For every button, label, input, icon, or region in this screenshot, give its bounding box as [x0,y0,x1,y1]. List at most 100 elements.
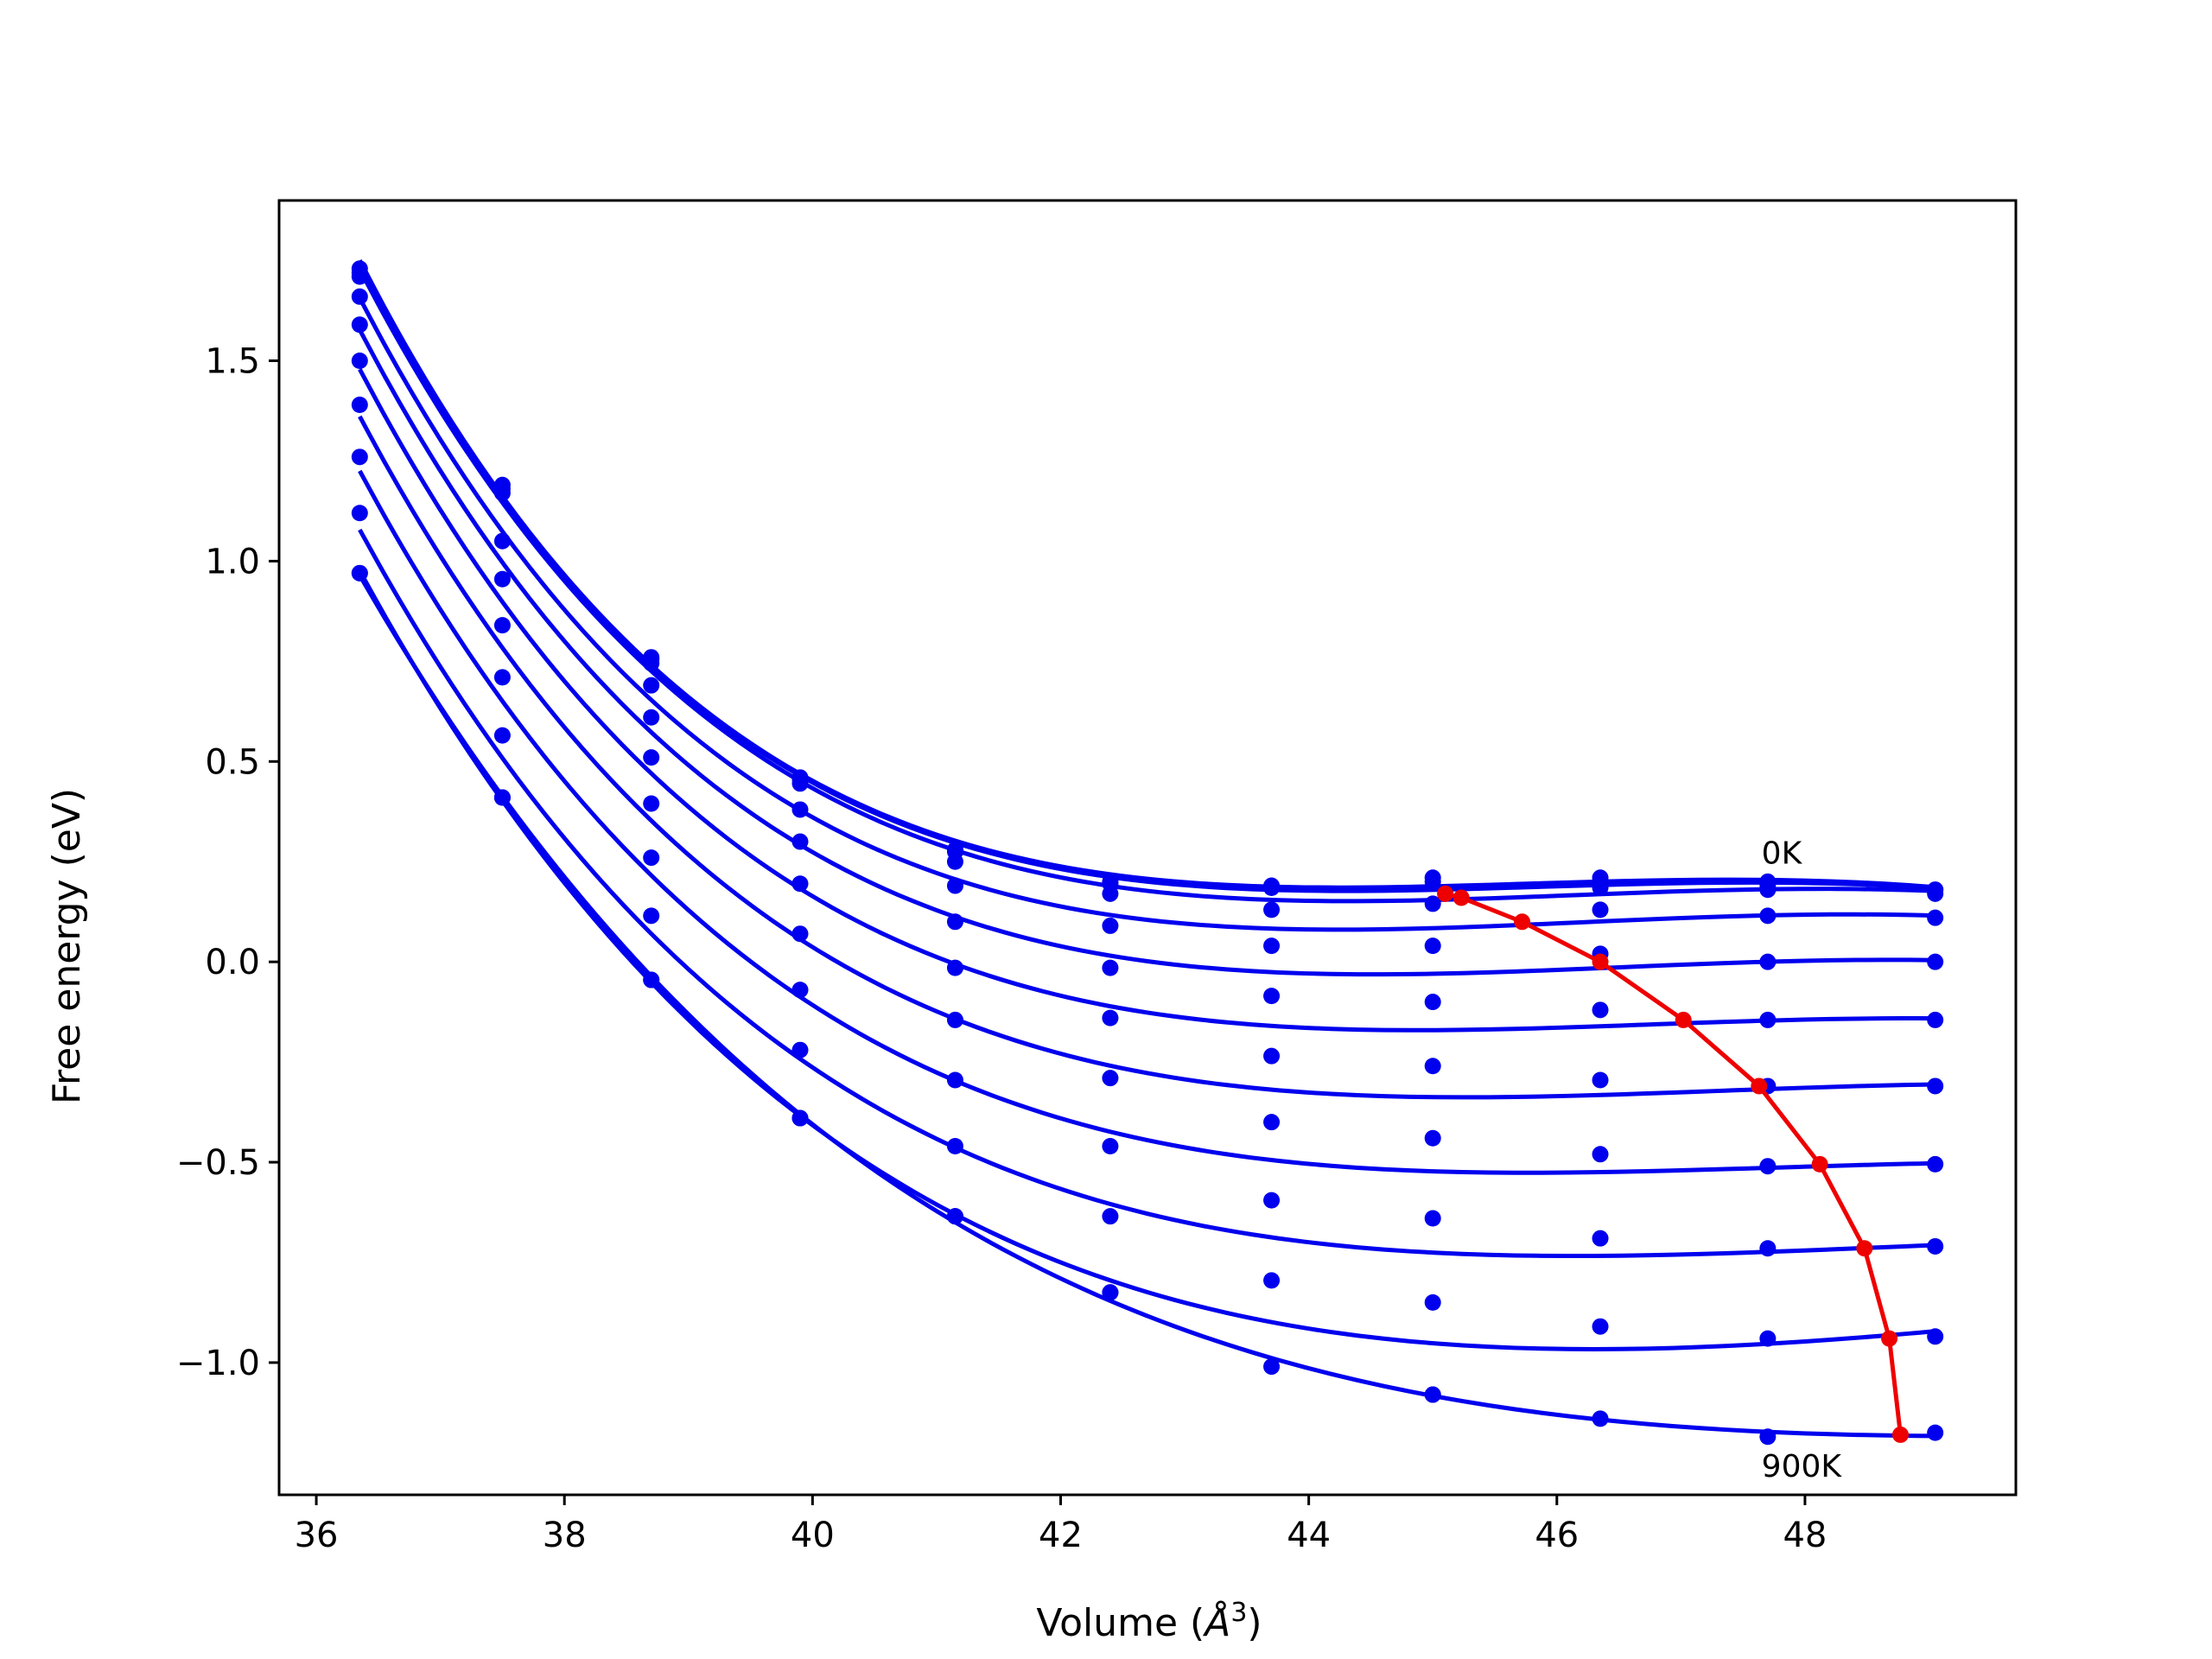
isotherm-point-4-1 [493,570,511,588]
isotherm-point-5-7 [1424,1058,1441,1075]
isotherm-point-7-3 [791,982,809,999]
isotherm-point-2-3 [791,775,809,792]
isotherm-point-2-4 [946,853,963,870]
plot-area: 0K 900K [351,259,1944,1484]
x-tick-label-1: 38 [543,1516,587,1555]
isotherm-point-9-6 [1263,1272,1281,1289]
isotherm-point-4-9 [1759,953,1777,970]
isotherm-point-10-2 [643,971,660,988]
x-tick-label-3: 42 [1039,1516,1083,1555]
isotherm-point-7-4 [946,1071,963,1089]
axis-ticks: 36 38 40 42 44 46 48 −1.0 −0.5 0.0 0.5 1.0 1.5 [176,199,2018,1555]
isotherm-point-2-2 [643,655,660,672]
isotherm-point-6-10 [1927,1077,1944,1095]
isotherm-point-6-4 [946,1011,963,1028]
isotherm-point-4-5 [1102,959,1119,976]
x-tick-label-6: 48 [1783,1516,1827,1555]
isotherm-point-7-1 [493,727,511,744]
isotherm-point-3-0 [351,288,368,305]
isotherm-point-8-0 [351,505,368,522]
isotherm-point-10-6 [1263,1358,1281,1376]
isotherm-point-10-7 [1424,1386,1441,1403]
isotherm-point-2-9 [1759,881,1777,899]
isotherm-point-7-2 [643,849,660,867]
isotherm-point-10-5 [1102,1284,1119,1301]
isotherm-point-3-3 [791,801,809,818]
isotherm-point-6-2 [643,795,660,812]
minimum-path-line [1444,891,1903,1435]
y-tick-label-4: 1.0 [205,542,260,582]
isotherm-point-7-5 [1102,1138,1119,1155]
isotherm-curve-6 [358,415,1936,1100]
isotherm-point-3-1 [493,532,511,550]
isotherm-point-7-10 [1927,1155,1944,1173]
isotherm-point-8-4 [946,1138,963,1155]
x-axis-label: Volume (Å3) [1036,1598,1262,1646]
isotherm-curve-4 [358,328,1936,977]
isotherm-point-6-3 [791,925,809,943]
minimum-path-point-9 [1891,1426,1909,1443]
isotherm-point-1-7 [1424,873,1441,890]
isotherm-point-9-10 [1927,1328,1944,1345]
minimum-path-point-0 [1437,885,1454,902]
isotherm-curve-9 [358,569,1936,1351]
isotherm-point-2-10 [1927,885,1944,902]
isotherm-point-5-8 [1592,1001,1609,1019]
isotherm-point-8-9 [1759,1240,1777,1257]
minimum-path-point-1 [1452,889,1470,906]
isotherm-point-9-8 [1592,1318,1609,1335]
x-tick-label-2: 40 [791,1516,835,1555]
plot-frame [277,199,2018,1497]
isotherm-curve-2 [358,268,1936,904]
isotherm-point-8-3 [791,1041,809,1058]
isotherm-point-5-6 [1263,988,1281,1005]
isotherm-point-4-7 [1424,994,1441,1011]
isotherm-point-2-0 [351,268,368,285]
isotherm-point-7-8 [1592,1146,1609,1163]
isotherm-point-4-0 [351,316,368,334]
isotherm-point-2-7 [1424,895,1441,912]
y-tick-label-0: −1.0 [176,1344,260,1383]
isotherm-point-6-5 [1102,1070,1119,1087]
curve-annotation-0: 0K [1762,836,1803,872]
isotherm-point-6-7 [1424,1129,1441,1147]
isotherm-point-10-1 [493,789,511,806]
isotherm-point-3-5 [1102,917,1119,934]
isotherm-curve-10 [358,574,1936,1439]
isotherm-point-6-6 [1263,1047,1281,1065]
isotherm-point-4-4 [946,913,963,931]
isotherm-point-10-10 [1927,1424,1944,1441]
isotherm-point-5-3 [791,875,809,893]
isotherm-point-4-10 [1927,953,1944,970]
minimum-path-point-2 [1514,913,1531,931]
isotherm-point-5-0 [351,353,368,370]
isotherm-point-5-9 [1759,1011,1777,1028]
isotherm-curve-5 [358,368,1936,1033]
isotherm-point-7-7 [1424,1210,1441,1227]
isotherm-point-8-10 [1927,1237,1944,1255]
minimum-path-point-8 [1881,1330,1898,1347]
minimum-path-point-7 [1856,1240,1873,1257]
isotherm-point-5-1 [493,617,511,634]
y-tick-label-1: −0.5 [176,1143,260,1183]
y-tick-label-5: 1.5 [205,342,260,382]
isotherm-point-2-8 [1592,879,1609,896]
isotherm-point-8-8 [1592,1230,1609,1247]
isotherm-point-3-6 [1263,901,1281,918]
isotherm-point-9-9 [1759,1330,1777,1347]
minimum-path-point-4 [1675,1011,1692,1028]
isotherm-point-5-4 [946,959,963,976]
y-tick-label-3: 0.5 [205,742,260,782]
x-tick-label-5: 46 [1535,1516,1579,1555]
isotherm-point-10-0 [351,564,368,582]
minimum-path-point-5 [1751,1077,1768,1095]
x-tick-label-4: 44 [1287,1516,1331,1555]
isotherm-point-8-2 [643,907,660,925]
isotherm-curve-7 [358,469,1936,1175]
isotherm-curve-1 [358,264,1936,893]
isotherm-point-10-4 [946,1208,963,1225]
isotherm-point-7-6 [1263,1114,1281,1131]
isotherm-point-7-9 [1759,1158,1777,1175]
